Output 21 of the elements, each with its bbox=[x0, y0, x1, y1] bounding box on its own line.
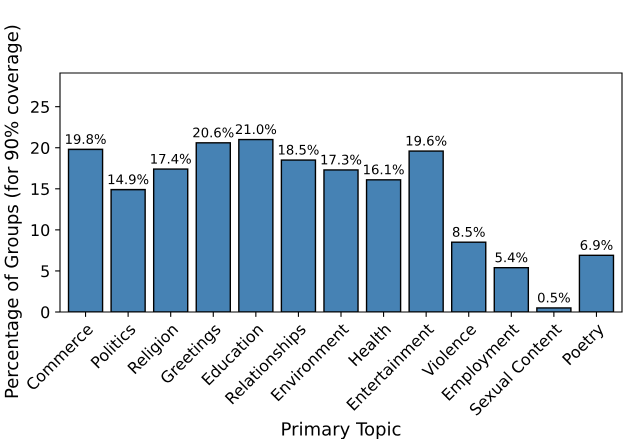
data-label: 17.3% bbox=[321, 154, 362, 165]
y-tick-label: 20 bbox=[31, 142, 50, 154]
y-tick-label: 25 bbox=[31, 100, 49, 113]
data-label: 14.9% bbox=[108, 174, 148, 184]
y-tick-label: 5 bbox=[41, 265, 49, 278]
data-label: 16.1% bbox=[364, 164, 404, 174]
data-label: 5.4% bbox=[496, 252, 528, 262]
y-tick-label: 10 bbox=[32, 224, 50, 236]
data-label: 17.4% bbox=[151, 154, 191, 164]
x-axis-title: Primary Topic bbox=[282, 422, 400, 439]
data-label: 8.5% bbox=[452, 226, 485, 237]
data-label: 19.8% bbox=[66, 134, 106, 144]
data-label: 6.9% bbox=[580, 240, 612, 250]
data-label: 20.6% bbox=[193, 127, 234, 138]
y-tick-label: 15 bbox=[32, 183, 49, 196]
data-label: 0.5% bbox=[538, 292, 570, 303]
data-label: 19.6% bbox=[406, 136, 446, 146]
y-tick-label: 0 bbox=[41, 306, 50, 318]
data-label: 21.0% bbox=[236, 124, 276, 134]
y-axis-title: Percentage of Groups (for 90% coverage) bbox=[4, 26, 22, 398]
data-label: 18.5% bbox=[278, 144, 319, 155]
